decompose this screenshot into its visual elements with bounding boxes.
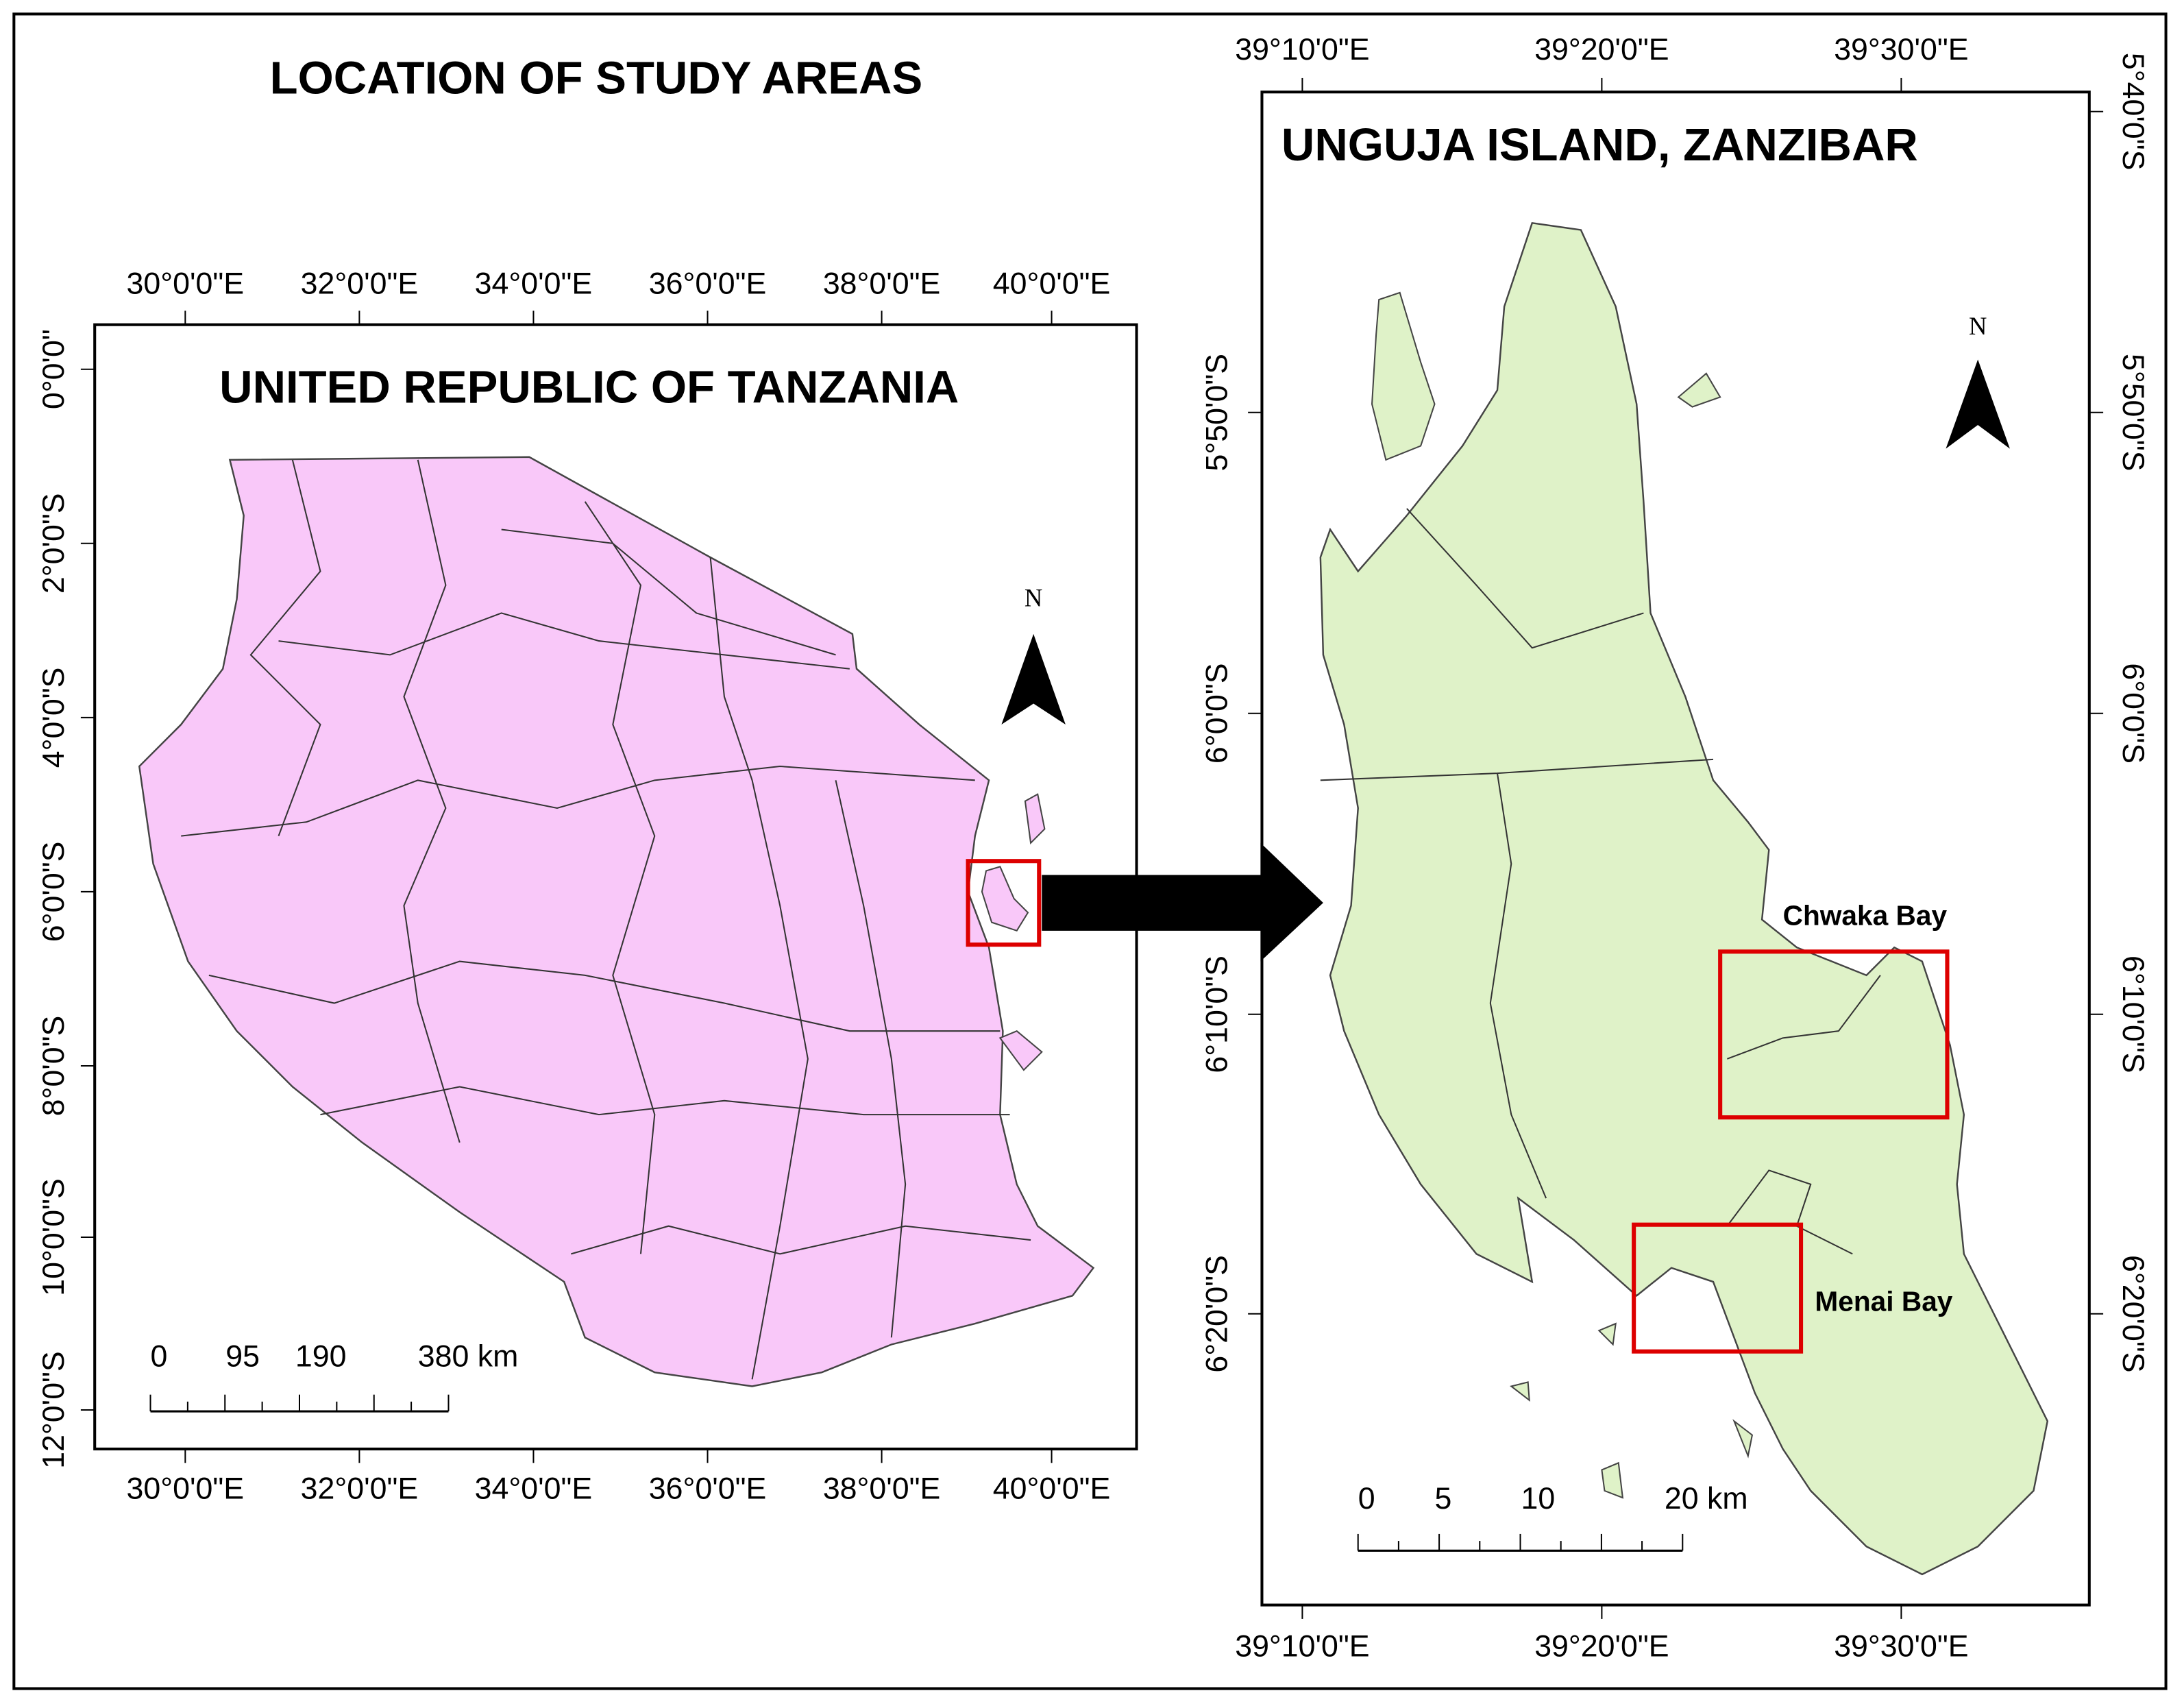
- link-arrow: [1042, 842, 1323, 962]
- y-tick-label: 5°40'0"S: [2116, 53, 2150, 171]
- scale-label: 0: [151, 1340, 168, 1374]
- tanzania-regions: [181, 459, 1031, 1380]
- x-tick-label: 36°0'0"E: [649, 267, 767, 301]
- scale-label: 190: [295, 1340, 347, 1374]
- y-tick-label: 6°0'0"S: [1200, 663, 1234, 764]
- unguja-land: [1319, 221, 2049, 1576]
- x-tick-label: 39°10'0"E: [1235, 1629, 1369, 1663]
- scale-label: 10: [1521, 1482, 1556, 1516]
- x-tick-label: 40°0'0"E: [993, 1472, 1111, 1506]
- scale-label: 5: [1435, 1482, 1452, 1516]
- x-tick-label: 40°0'0"E: [993, 267, 1111, 301]
- scale-label: 0: [1358, 1482, 1375, 1516]
- north-arrow: [1001, 633, 1066, 725]
- x-tick-label: 32°0'0"E: [301, 1472, 419, 1506]
- x-tick-label: 36°0'0"E: [649, 1472, 767, 1506]
- x-tick-label: 39°20'0"E: [1534, 1629, 1669, 1663]
- figure-title: LOCATION OF STUDY AREAS: [270, 52, 923, 104]
- x-tick-label: 32°0'0"E: [301, 267, 419, 301]
- study-box-chwaka: [1718, 949, 1950, 1120]
- x-tick-label: 39°20'0"E: [1534, 33, 1669, 66]
- study-box-menai: [1632, 1222, 1804, 1354]
- north-arrow: [1946, 359, 2010, 449]
- north-label: N: [1024, 583, 1042, 611]
- tanzania-title: UNITED REPUBLIC OF TANZANIA: [219, 362, 959, 413]
- y-tick-label: 12°0'0"S: [37, 1351, 71, 1469]
- outer-border: [12, 12, 2168, 1690]
- x-tick-label: 34°0'0"E: [475, 267, 593, 301]
- x-tick-label: 30°0'0"E: [127, 267, 245, 301]
- x-tick-label: 30°0'0"E: [127, 1472, 245, 1506]
- y-tick-label: 6°0'0"S: [2116, 663, 2150, 764]
- scale-label: 95: [225, 1340, 260, 1374]
- area-label: Menai Bay: [1815, 1286, 1952, 1317]
- y-tick-label: 5°50'0"S: [1200, 354, 1234, 472]
- x-tick-label: 38°0'0"E: [823, 1472, 941, 1506]
- tumbatu-island: [1371, 291, 1436, 461]
- x-tick-label: 38°0'0"E: [823, 267, 941, 301]
- scale-label: 20 km: [1665, 1482, 1748, 1516]
- y-tick-label: 6°10'0"S: [2116, 956, 2150, 1073]
- area-label: Chwaka Bay: [1783, 900, 1948, 932]
- x-tick-label: 39°30'0"E: [1834, 1629, 1968, 1663]
- unguja-districts: [1320, 508, 1881, 1255]
- y-tick-label: 6°0'0"S: [37, 842, 71, 942]
- x-tick-label: 39°30'0"E: [1834, 33, 1968, 66]
- y-tick-label: 0°0'0": [37, 329, 71, 409]
- islands: [998, 793, 1046, 1071]
- zoom-box: [966, 859, 1042, 947]
- islets: [1510, 372, 1754, 1499]
- y-tick-label: 2°0'0"S: [37, 493, 71, 594]
- x-tick-label: 34°0'0"E: [475, 1472, 593, 1506]
- y-tick-label: 5°50'0"S: [2116, 354, 2150, 472]
- y-tick-label: 6°10'0"S: [1200, 956, 1234, 1073]
- zanzibar-frame: [1260, 90, 2091, 1607]
- scale-label: 380 km: [418, 1340, 519, 1374]
- north-label: N: [1969, 312, 1987, 340]
- zanzibar-title: UNGUJA ISLAND, ZANZIBAR: [1281, 119, 1918, 171]
- zanzibar-outline: [981, 866, 1029, 932]
- y-tick-label: 10°0'0"S: [37, 1178, 71, 1296]
- y-tick-label: 6°20'0"S: [2116, 1255, 2150, 1373]
- y-tick-label: 6°20'0"S: [1200, 1255, 1234, 1373]
- y-tick-label: 4°0'0"S: [37, 668, 71, 768]
- y-tick-label: 8°0'0"S: [37, 1016, 71, 1117]
- x-tick-label: 39°10'0"E: [1235, 33, 1369, 66]
- tanzania-land: [138, 456, 1095, 1387]
